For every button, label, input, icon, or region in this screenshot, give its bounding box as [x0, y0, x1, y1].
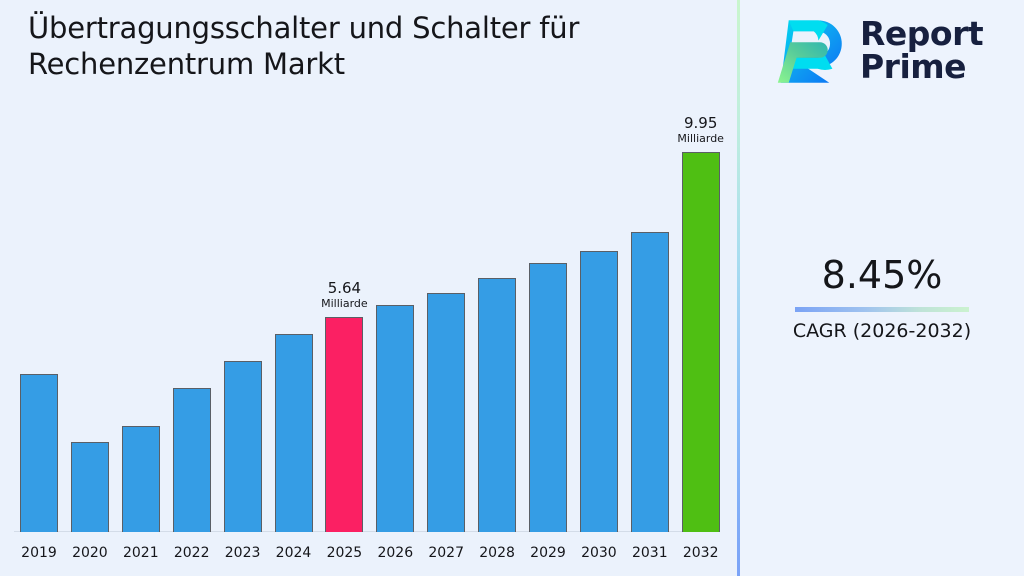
bar-unit-label-2025: Milliarde: [321, 297, 368, 310]
bar-rect-2021: [121, 426, 160, 532]
x-tick-2027: 2027: [428, 545, 464, 561]
x-tick-2032: 2032: [682, 545, 719, 561]
cagr-block: 8.45% CAGR (2026-2032): [740, 252, 1024, 344]
x-tick-2023: 2023: [224, 545, 261, 561]
x-tick-2021: 2021: [122, 545, 159, 561]
bar-2025: Milliarde 5.64 2025: [321, 279, 368, 561]
bar-2032: Milliarde 9.95 2032: [677, 114, 724, 561]
cagr-caption: CAGR (2026-2032): [792, 320, 972, 342]
bar-rect-2028: [478, 278, 517, 532]
bar-rect-2027: [427, 293, 466, 532]
x-axis-baseline: [14, 531, 720, 532]
bar-2022: 2022: [172, 388, 211, 561]
x-tick-2024: 2024: [275, 545, 312, 561]
bar-2026: 2026: [376, 305, 415, 561]
bar-2028: 2028: [478, 278, 517, 561]
bar-value-label-2032: 9.95: [683, 114, 718, 132]
bar-2024: 2024: [274, 334, 313, 561]
bar-value-label-2025: 5.64: [327, 279, 362, 297]
bar-2031: 2031: [630, 232, 669, 561]
bar-chart-plot-area: 2019 2020 2021 2022 2023 2024 Milliarde 5.64 202…: [0, 114, 737, 576]
bar-2023: 2023: [223, 361, 262, 561]
x-tick-2031: 2031: [631, 545, 668, 561]
bar-2027: 2027: [427, 293, 466, 561]
chart-panel: Übertragungsschalter und Schalter für Re…: [0, 11, 737, 576]
x-tick-2020: 2020: [72, 545, 108, 561]
brand-wordmark: Report Prime: [860, 14, 984, 86]
bar-rect-2029: [529, 263, 567, 532]
bar-unit-label-2032: Milliarde: [677, 132, 724, 145]
bar-rect-2026: [376, 305, 415, 532]
bar-2030: 2030: [579, 251, 618, 561]
x-tick-2029: 2029: [530, 545, 566, 561]
cagr-divider-rule: [795, 307, 969, 312]
brand-logo: Report Prime: [770, 8, 1006, 92]
x-tick-2026: 2026: [377, 545, 414, 561]
bar-rect-2022: [172, 388, 211, 532]
bar-rect-2030: [579, 251, 618, 532]
bar-2019: 2019: [20, 374, 58, 561]
bar-2029: 2029: [529, 263, 567, 561]
bar-rect-2019: [20, 374, 58, 532]
report-prime-r-mark-icon: [777, 20, 842, 83]
bar-rect-2031: [630, 232, 669, 532]
x-tick-2025: 2025: [326, 545, 363, 561]
bar-rect-2032: [681, 152, 720, 532]
bar-2020: 2020: [70, 442, 109, 561]
bar-rect-2025: [325, 317, 364, 532]
bar-rect-2024: [274, 334, 313, 532]
x-tick-2022: 2022: [173, 545, 210, 561]
cagr-value: 8.45%: [821, 253, 943, 297]
x-tick-2030: 2030: [581, 545, 617, 561]
bar-2021: 2021: [121, 426, 160, 561]
panel-divider: [737, 0, 740, 576]
x-tick-2028: 2028: [479, 545, 515, 561]
bar-rect-2023: [223, 361, 262, 532]
right-panel: Report Prime 8.45% CAGR (2026-2032): [740, 0, 1024, 576]
x-tick-2019: 2019: [21, 545, 57, 561]
page-title: Übertragungsschalter und Schalter für Re…: [28, 11, 580, 81]
bar-rect-2020: [70, 442, 109, 532]
